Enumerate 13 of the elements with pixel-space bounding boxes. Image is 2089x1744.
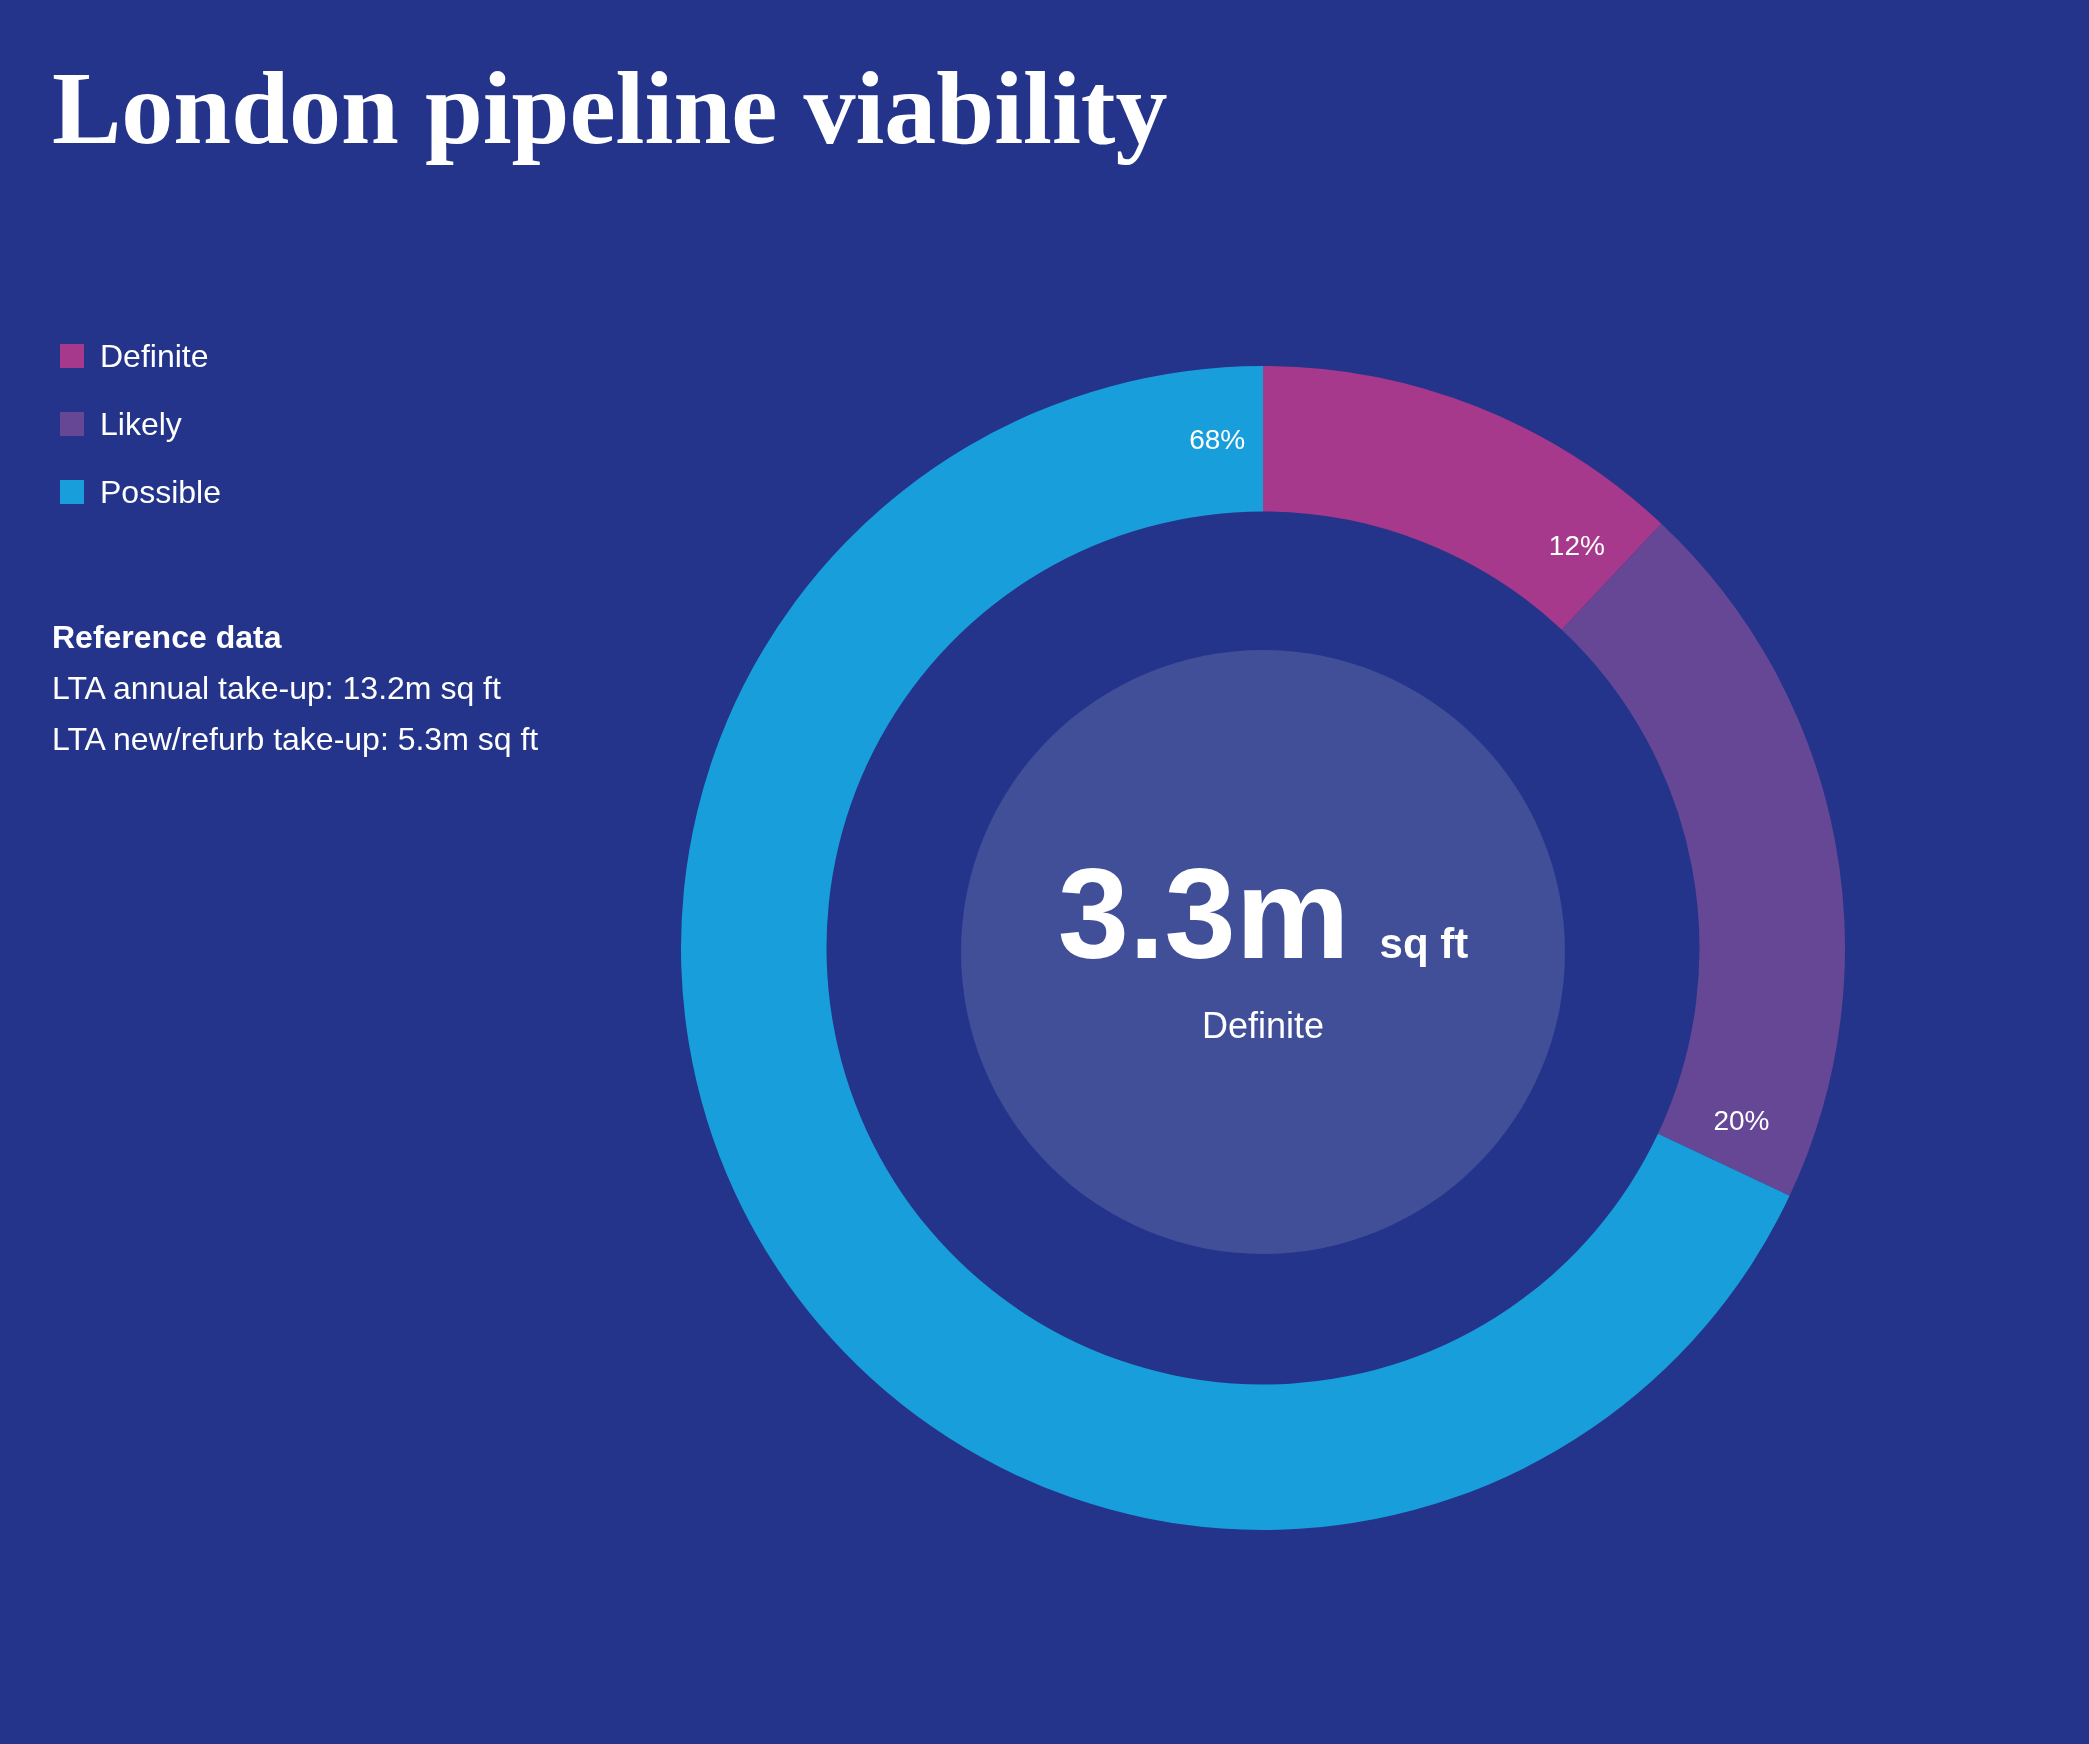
legend-label: Possible [100, 473, 221, 511]
data-label: 20% [1713, 1105, 1770, 1137]
data-label: 68% [1189, 423, 1246, 455]
chart-title: London pipeline viability [52, 49, 1168, 167]
text: Reference data [52, 618, 283, 657]
text: Definite [1200, 1005, 1326, 1047]
text: LTA new/refurb take-up: 5.3m sq ft [52, 720, 539, 759]
text: 3.3m [1057, 842, 1350, 985]
legend-label: Definite [100, 337, 209, 375]
legend-label: Likely [100, 405, 182, 443]
text: sq ft [1379, 920, 1469, 967]
text: LTA annual take-up: 13.2m sq ft [52, 669, 502, 708]
data-label: 12% [1548, 529, 1605, 561]
